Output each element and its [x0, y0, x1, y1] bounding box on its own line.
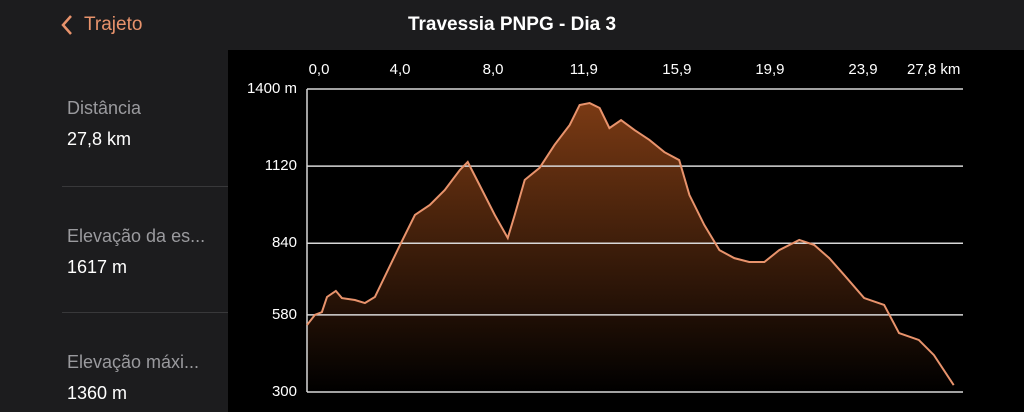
x-tick-label: 0,0: [309, 61, 330, 78]
title: Travessia PNPG - Dia 3: [407, 14, 617, 35]
y-tick-label: 300: [272, 383, 297, 400]
x-tick-label: 4,0: [390, 61, 411, 78]
header: Trajeto Travessia PNPG - Dia 3: [0, 0, 1024, 50]
stat: Elevação da es... 1617 m: [67, 226, 205, 278]
x-tick-label: 8,0: [483, 61, 504, 78]
chart: 1400 m 1120 840 580 300 0,0 4,0 8,0 11,9 15,9 19,9…: [247, 61, 963, 400]
separator: [62, 312, 228, 313]
stat-label: Elevação da es...: [67, 226, 206, 246]
x-tick-label: 11,9: [570, 61, 598, 78]
y-tick-label: 1120: [265, 157, 297, 174]
sidebar: Distância 27,8 km Elevação da es... 1617 m…: [0, 50, 228, 412]
stat-label: Elevação máxi...: [67, 352, 200, 372]
stat: Distância 27,8 km: [67, 98, 141, 150]
x-tick-label: 15,9: [662, 61, 691, 78]
stat-value: 27,8 km: [67, 129, 132, 149]
back-button[interactable]: Trajeto: [84, 14, 143, 35]
stat-value: 1617 m: [67, 257, 128, 277]
stat: Elevação máxi... 1360 m: [67, 352, 199, 404]
y-tick-label: 1400 m: [247, 80, 297, 97]
y-tick-label: 840: [272, 234, 297, 251]
back-chevron[interactable]: [60, 14, 74, 36]
area: [307, 103, 954, 392]
separator: [62, 186, 228, 187]
stat-label: Distância: [67, 98, 142, 118]
x-tick-label: 27,8 km: [907, 61, 960, 78]
x-tick-label: 19,9: [755, 61, 784, 78]
x-tick-label: 23,9: [848, 61, 877, 78]
stat-value: 1360 m: [67, 383, 128, 403]
y-tick-label: 580: [272, 306, 297, 323]
line: [306, 102, 955, 386]
